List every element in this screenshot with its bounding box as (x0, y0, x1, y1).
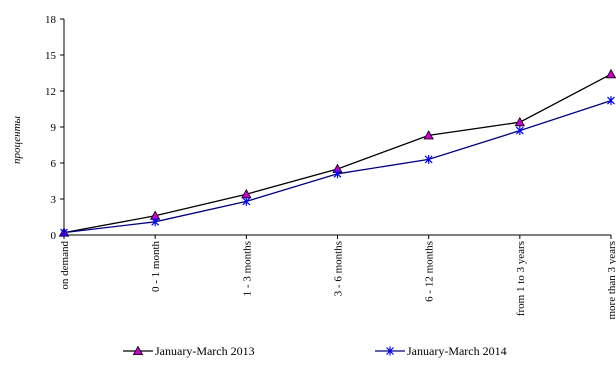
legend-label: January-March 2014 (407, 344, 507, 358)
legend-item-1: January-March 2013 (123, 344, 255, 358)
y-tick-label: 12 (45, 86, 56, 98)
chart-legend: January-March 2013 January-March 2014 (123, 344, 507, 358)
series-2-point (60, 228, 68, 238)
series-line-1 (63, 73, 612, 234)
series-2-point (333, 169, 342, 179)
series-markers (58, 68, 616, 238)
series-1-point (514, 116, 526, 127)
x-tick-label: more than 3 years (606, 241, 616, 320)
y-tick-label: 15 (45, 50, 57, 62)
y-tick-label: 0 (51, 230, 57, 242)
x-axis-ticks: on demand 0 - 1 month 1 - 3 months 3 - 6 mo… (59, 235, 616, 320)
y-tick-label: 3 (51, 194, 57, 206)
x-tick-label: on demand (59, 241, 71, 290)
series-1-point (423, 130, 434, 140)
x-tick-label: from 1 to 3 years (515, 241, 527, 316)
series-1-point (605, 68, 616, 79)
series-2-point (151, 217, 160, 227)
series-2-point (607, 96, 615, 106)
series-lines (63, 73, 612, 234)
legend-item-2: January-March 2014 (375, 344, 507, 358)
y-tick-label: 6 (51, 158, 57, 170)
legend-label: January-March 2013 (155, 344, 255, 358)
series-2-point (424, 154, 433, 164)
x-tick-label: 1 - 3 months (241, 241, 253, 296)
x-tick-label: 6 - 12 months (424, 241, 436, 302)
y-axis-label: проценты (11, 115, 23, 164)
x-tick-label: 0 - 1 month (150, 241, 162, 293)
y-tick-label: 18 (45, 14, 57, 26)
x-tick-label: 3 - 6 months (333, 241, 345, 296)
y-tick-label: 9 (51, 122, 57, 134)
series-2-point (242, 196, 251, 206)
y-axis-ticks: 0 3 6 9 12 15 18 (45, 14, 64, 242)
legend-marker (132, 345, 144, 356)
series-2-point (515, 126, 524, 136)
legend-marker (386, 346, 394, 356)
